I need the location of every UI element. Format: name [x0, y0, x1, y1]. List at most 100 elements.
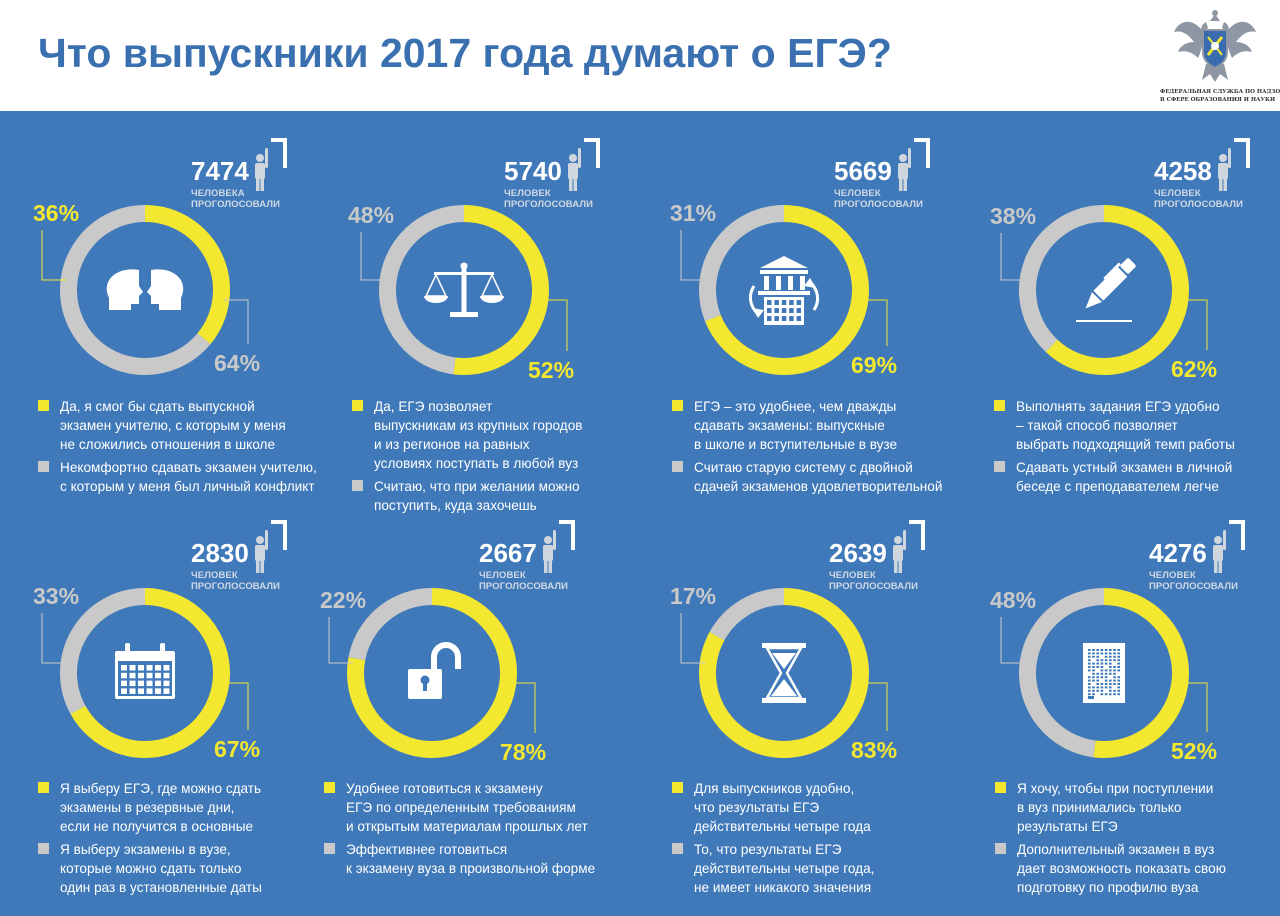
page-title: Что выпускники 2017 года думают о ЕГЭ?: [38, 30, 892, 76]
survey-card: 5740 ЧЕЛОВЕК ПРОГОЛОСОВАЛИ 52% 48% Да, ЕГЭ по…: [0, 111, 1280, 916]
legend-swatch-no: [995, 843, 1006, 854]
legend: Выполнять задания ЕГЭ удобно – такой спос…: [994, 397, 1235, 496]
legend-text-line: выбрать подходящий темп работы: [1016, 437, 1235, 452]
donut-chart: [41, 520, 287, 758]
votes-label-line-1: ЧЕЛОВЕК: [504, 188, 551, 199]
legend-text-line: Я выберу ЕГЭ, где можно сдать: [60, 781, 262, 796]
person-raising-hand-icon: [1218, 148, 1231, 191]
legend-text-line: Дополнительный экзамен в вуз: [1017, 842, 1215, 857]
corner-bracket: [909, 520, 925, 550]
slice-no: [699, 205, 785, 322]
legend-item-no: Считаю старую систему с двойной сдачей эк…: [672, 458, 942, 496]
legend: ЕГЭ – это удобнее, чем дважды сдавать экз…: [672, 397, 942, 496]
legend-item-no: Считаю, что при желании можно поступить, …: [352, 477, 583, 515]
slice-no: [60, 588, 146, 714]
person-raising-hand-icon: [898, 148, 911, 191]
heads-icon: [106, 269, 184, 310]
org-name-line-1: ФЕДЕРАЛЬНАЯ СЛУЖБА ПО НАДЗОРУ: [1160, 89, 1280, 95]
leader-line-yes: [543, 299, 568, 351]
slice-yes: [453, 205, 549, 375]
legend-swatch-no: [994, 461, 1005, 472]
votes-count: 2830: [191, 538, 249, 568]
legend-text-line: Эффективнее готовиться: [346, 842, 508, 857]
leader-line-no: [41, 613, 66, 664]
votes-label-line-1: ЧЕЛОВЕК: [1149, 570, 1196, 581]
leader-line-yes: [224, 682, 249, 730]
percent-label-yes: 36%: [33, 200, 80, 226]
org-name-line-2: В СФЕРЕ ОБРАЗОВАНИЯ И НАУКИ: [1160, 97, 1276, 103]
legend-item-yes: Я выберу ЕГЭ, где можно сдать экзамены в …: [38, 779, 262, 836]
legend-item-no: Я выберу экзамены в вузе, которые можно с…: [38, 840, 262, 897]
votes-label-line-1: ЧЕЛОВЕК: [191, 570, 238, 581]
legend-text-line: Некомфортно сдавать экзамен учителю,: [60, 460, 317, 475]
legend-swatch-yes: [38, 400, 49, 411]
legend-text-line: не имеет никакого значения: [694, 880, 872, 895]
legend-swatch-no: [38, 461, 49, 472]
leader-line-no: [360, 232, 385, 281]
survey-card: 7474 ЧЕЛОВЕКА ПРОГОЛОСОВАЛИ 36% 64% Да, я смо…: [0, 111, 1280, 916]
percent-label-no: 22%: [320, 587, 367, 613]
legend-swatch-yes: [352, 400, 363, 411]
donut-chart: [328, 520, 575, 758]
votes-label-line-2: ПРОГОЛОСОВАЛИ: [1149, 581, 1239, 592]
legend-text-line: результаты ЕГЭ: [1017, 819, 1118, 834]
slice-yes: [704, 205, 869, 375]
leader-line-yes: [1183, 682, 1208, 732]
leader-line-no: [680, 230, 705, 281]
legend-item-yes: Выполнять задания ЕГЭ удобно – такой спос…: [994, 397, 1235, 454]
votes-count: 5669: [834, 156, 892, 186]
corner-bracket: [1229, 520, 1245, 550]
votes-label-line-2: ПРОГОЛОСОВАЛИ: [834, 199, 924, 210]
leader-line-yes: [863, 299, 888, 346]
person-raising-hand-icon: [568, 148, 581, 191]
percent-label-yes: 67%: [214, 736, 261, 762]
corner-bracket: [271, 138, 287, 168]
legend-text-line: один раз в установленные даты: [60, 880, 262, 895]
legend-text-line: выпускникам из крупных городов: [374, 418, 583, 433]
legend-text-line: – такой способ позволяет: [1016, 418, 1178, 433]
legend: Удобнее готовиться к экзамену ЕГЭ по опре…: [324, 779, 595, 878]
legend-item-yes: ЕГЭ – это удобнее, чем дважды сдавать экз…: [672, 397, 942, 454]
votes-label-line-2: ПРОГОЛОСОВАЛИ: [829, 581, 919, 592]
legend-swatch-no: [672, 843, 683, 854]
legend-swatch-no: [672, 461, 683, 472]
percent-label-no: 33%: [33, 583, 80, 609]
slice-no: [1019, 588, 1105, 758]
donut-chart: [1000, 520, 1245, 758]
legend-gap: [38, 454, 317, 458]
legend-text-line: Для выпускников удобно,: [694, 781, 855, 796]
legend-text-line: Да, ЕГЭ позволяет: [374, 399, 493, 414]
legend-text-line: Выполнять задания ЕГЭ удобно: [1016, 399, 1220, 414]
infographic-panel: 7474 ЧЕЛОВЕКА ПРОГОЛОСОВАЛИ 36% 64% Да, я смо…: [0, 111, 1280, 916]
legend-text-line: подготовку по профилю вуза: [1017, 880, 1199, 895]
votes-count: 5740: [504, 156, 562, 186]
percent-label-yes: 52%: [528, 357, 575, 383]
survey-card: 5669 ЧЕЛОВЕК ПРОГОЛОСОВАЛИ 69% 31% ЕГЭ – это …: [0, 111, 1280, 916]
legend-text-line: условиях поступать в любой вуз: [374, 456, 579, 471]
legend-text-line: которые можно сдать только: [60, 861, 242, 876]
legend: Для выпускников удобно, что результаты ЕГ…: [672, 779, 874, 897]
legend-text-line: ЕГЭ по определенным требованиям: [346, 800, 576, 815]
person-raising-hand-icon: [255, 148, 268, 191]
legend-gap: [672, 836, 874, 840]
legend-item-yes: Удобнее готовиться к экзамену ЕГЭ по опре…: [324, 779, 595, 836]
legend-text-line: и из регионов на равных: [374, 437, 530, 452]
legend-text-line: экзамен учителю, с которым у меня: [60, 418, 286, 433]
leader-line-no: [1000, 233, 1025, 281]
legend-swatch-no: [38, 843, 49, 854]
donut-chart: [360, 138, 600, 375]
legend-text-line: и открытым материалам прошлых лет: [346, 819, 588, 834]
slice-yes: [699, 588, 869, 758]
legend-swatch-yes: [994, 400, 1005, 411]
survey-card: 4276 ЧЕЛОВЕК ПРОГОЛОСОВАЛИ 52% 48% Я хочу, чт…: [0, 111, 1280, 916]
legend-gap: [38, 836, 262, 840]
legend-text-line: Я выберу экзамены в вузе,: [60, 842, 231, 857]
corner-bracket: [914, 138, 930, 168]
legend-item-yes: Да, ЕГЭ позволяет выпускникам из крупных …: [352, 397, 583, 473]
legend-text-line: Да, я смог бы сдать выпускной: [60, 399, 255, 414]
leader-line-no: [680, 613, 705, 664]
votes-label-line-2: ПРОГОЛОСОВАЛИ: [191, 581, 281, 592]
legend: Я выберу ЕГЭ, где можно сдать экзамены в …: [38, 779, 262, 897]
legend-text-line: То, что результаты ЕГЭ: [694, 842, 842, 857]
slice-yes: [70, 588, 230, 758]
